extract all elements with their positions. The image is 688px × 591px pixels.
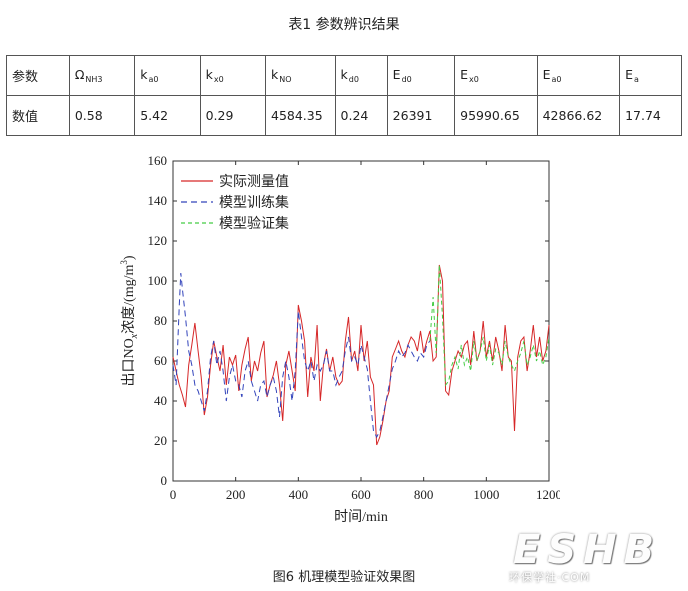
param-subscript: a0	[551, 75, 562, 84]
param-subscript: d0	[348, 75, 359, 84]
param-name-cell: ΩNH3	[68, 55, 136, 96]
param-name-cell: Ea	[619, 55, 682, 96]
x-tick-label: 0	[170, 487, 177, 502]
param-name-cell: Ed0	[386, 55, 456, 96]
table-value-row: 数值 0.58 5.42 0.29 4584.35 0.24 26391 95990.65 4…	[6, 95, 682, 136]
row-label-cell: 数值	[6, 95, 70, 136]
param-subscript: x0	[213, 75, 224, 84]
param-name-cell: kNO	[265, 55, 336, 96]
y-tick-label: 160	[148, 153, 168, 168]
param-value-cell: 0.24	[334, 95, 388, 136]
y-label-sup: 3	[119, 260, 129, 265]
y-axis-label: 出口NOx浓度/(mg/m3)	[119, 255, 140, 386]
y-label-sub: x	[129, 333, 140, 339]
y-tick-label: 140	[148, 193, 168, 208]
x-tick-label: 1200	[536, 487, 560, 502]
series-line-2	[429, 264, 550, 387]
legend-entry: 实际测量值	[219, 174, 289, 190]
y-tick-label: 20	[154, 433, 167, 448]
y-label-post: )	[122, 255, 137, 260]
param-symbol: Ω	[74, 67, 85, 82]
param-subscript: NH3	[85, 75, 103, 84]
x-axis-label: 时间/min	[334, 509, 388, 525]
param-value-cell: 0.29	[199, 95, 267, 136]
param-name-cell: kd0	[334, 55, 388, 96]
param-value-cell: 4584.35	[265, 95, 336, 136]
param-symbol: E	[460, 67, 469, 82]
y-label-mid: 浓度/(mg/m	[121, 265, 137, 334]
header-label-cell: 参数	[6, 55, 70, 96]
x-tick-label: 600	[351, 487, 371, 502]
watermark-logo-text: ESHB	[513, 527, 662, 573]
param-subscript: a0	[148, 75, 159, 84]
y-tick-label: 40	[154, 393, 167, 408]
param-name-cell: kx0	[199, 55, 267, 96]
param-name-cell: Ex0	[454, 55, 538, 96]
param-name-cell: ka0	[134, 55, 201, 96]
legend-entry: 模型验证集	[219, 215, 289, 232]
y-tick-label: 80	[154, 313, 167, 328]
parameter-table: 参数 ΩNH3 ka0 kx0 kNO kd0 Ed0 Ex0 Ea0 Ea 数值 0.58 5.…	[6, 55, 682, 136]
y-tick-label: 100	[148, 273, 168, 288]
series-line-0	[172, 264, 550, 446]
x-tick-label: 400	[289, 487, 309, 502]
param-value-cell: 17.74	[619, 95, 682, 136]
param-value-cell: 95990.65	[454, 95, 538, 136]
watermark-site-text: 环保学社·COM	[509, 571, 591, 584]
param-value-cell: 42866.62	[536, 95, 621, 136]
table-header-row: 参数 ΩNH3 ka0 kx0 kNO kd0 Ed0 Ex0 Ea0 Ea	[6, 55, 682, 96]
param-value-cell: 0.58	[68, 95, 136, 136]
table-title: 表1 参数辨识结果	[288, 17, 400, 33]
plot-area	[172, 160, 550, 482]
param-symbol: k	[140, 67, 148, 82]
series-line-1	[172, 272, 431, 439]
param-subscript: a	[633, 75, 639, 84]
x-tick-label: 200	[226, 487, 246, 502]
param-subscript: NO	[279, 75, 292, 84]
param-symbol: E	[625, 67, 633, 82]
param-subscript: d0	[401, 75, 412, 84]
y-label-pre: 出口NO	[121, 338, 137, 386]
x-tick-label: 1000	[473, 487, 499, 502]
param-symbol: k	[340, 67, 348, 82]
y-tick-label: 120	[148, 233, 168, 248]
y-tick-label: 60	[154, 353, 167, 368]
param-value-cell: 26391	[386, 95, 456, 136]
param-subscript: x0	[469, 75, 479, 84]
legend-entry: 模型训练集	[219, 194, 289, 211]
param-name-cell: Ea0	[536, 55, 621, 96]
y-tick-label: 0	[161, 473, 168, 488]
x-tick-label: 800	[414, 487, 434, 502]
param-symbol: k	[205, 67, 213, 82]
param-symbol: E	[392, 67, 401, 82]
figure-caption: 图6 机理模型验证效果图	[272, 570, 416, 585]
param-value-cell: 5.42	[134, 95, 201, 136]
param-symbol: E	[542, 67, 551, 82]
validation-chart: 0 200 400 600 800 1000 1200 0 20 40 60 80 100 120 140 1…	[119, 153, 560, 525]
param-symbol: k	[271, 67, 279, 82]
watermark-logo: ESHB 环保学社·COM	[505, 525, 685, 587]
